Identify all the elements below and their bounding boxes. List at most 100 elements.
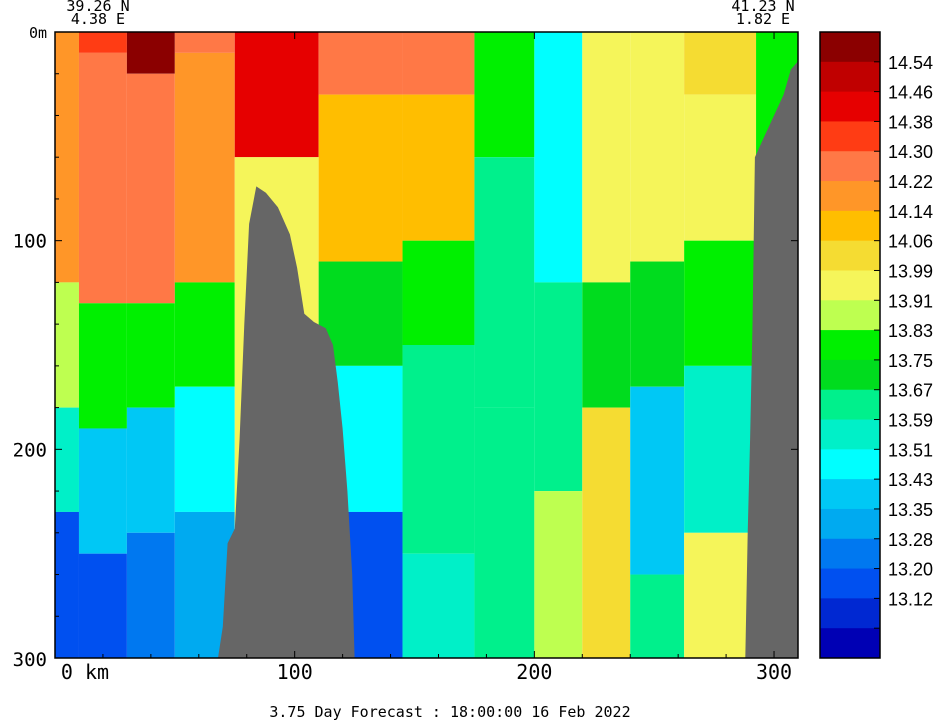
- field-band: [684, 240, 757, 366]
- colorbar-swatch: [820, 628, 880, 659]
- field-band: [174, 32, 235, 53]
- colorbar-label: 13.59: [888, 411, 933, 431]
- colorbar-label: 13.35: [888, 500, 933, 520]
- colorbar-label: 13.91: [888, 291, 933, 311]
- temperature-field: [55, 32, 798, 658]
- colorbar-label: 14.30: [888, 142, 933, 162]
- colorbar-label: 14.14: [888, 202, 933, 222]
- colorbar-label: 14.06: [888, 232, 933, 252]
- colorbar-label: 14.22: [888, 172, 933, 192]
- field-band: [402, 32, 475, 95]
- forecast-footer: 3.75 Day Forecast : 18:00:00 16 Feb 2022: [269, 703, 630, 721]
- x-tick-label: 200: [516, 660, 552, 684]
- field-band: [630, 574, 685, 658]
- colorbar-label: 13.75: [888, 351, 933, 371]
- colorbar-label: 14.54: [888, 53, 933, 73]
- colorbar-swatch: [820, 32, 880, 63]
- colorbar-swatch: [820, 91, 880, 122]
- plot-frame: [54, 31, 799, 659]
- field-band: [78, 303, 127, 429]
- x-tick-label: 300: [756, 660, 792, 684]
- field-band: [126, 407, 175, 533]
- colorbar-swatch: [820, 330, 880, 361]
- field-band: [174, 52, 235, 283]
- field-band: [402, 553, 475, 658]
- field-band: [126, 303, 175, 408]
- colorbar-swatch: [820, 479, 880, 510]
- colorbar-label: 13.99: [888, 261, 933, 281]
- field-band: [55, 32, 79, 283]
- colorbar-swatch: [820, 300, 880, 331]
- colorbar-label: 13.83: [888, 321, 933, 341]
- field-band: [78, 553, 127, 658]
- colorbar-label: 13.28: [888, 530, 933, 550]
- field-band: [582, 282, 631, 408]
- colorbar-label: 13.43: [888, 470, 933, 490]
- field-band: [55, 511, 79, 658]
- colorbar: 14.54 14.46 14.38 14.30 14.22 14.14 14.06 13.99…: [819, 31, 933, 659]
- field-band: [474, 407, 535, 658]
- field-band: [534, 491, 583, 658]
- end-longitude-label: 1.82 E: [736, 10, 790, 28]
- field-band: [234, 32, 319, 158]
- colorbar-label: 13.12: [888, 589, 933, 609]
- colorbar-swatch: [820, 181, 880, 212]
- y-tick-label: 100: [13, 231, 47, 253]
- start-latitude-label: 39.26 N: [66, 0, 129, 15]
- colorbar-swatch: [820, 359, 880, 391]
- field-band: [684, 94, 757, 241]
- field-band: [684, 365, 757, 533]
- field-band: [126, 532, 175, 658]
- colorbar-swatch: [820, 568, 880, 599]
- y-tick-label: 300: [13, 649, 47, 671]
- field-band: [582, 32, 631, 283]
- colorbar-swatch: [820, 538, 880, 570]
- colorbar-swatch: [820, 598, 880, 629]
- field-band: [474, 32, 535, 158]
- seamount-shape: [218, 186, 355, 658]
- field-band: [318, 94, 403, 262]
- field-band: [174, 386, 235, 512]
- colorbar-swatch: [820, 151, 880, 182]
- colorbar-frame: [819, 31, 881, 659]
- field-band: [126, 32, 175, 74]
- colorbar-swatch: [820, 449, 880, 480]
- field-band: [534, 32, 583, 283]
- field-band: [55, 407, 79, 512]
- seafloor-topography: [218, 61, 798, 658]
- field-band: [55, 282, 79, 408]
- colorbar-swatch: [820, 61, 880, 93]
- colorbar-label: 14.38: [888, 112, 933, 132]
- colorbar-swatch: [820, 240, 880, 271]
- field-band: [318, 32, 403, 95]
- field-band: [630, 386, 685, 575]
- colorbar-swatch: [820, 508, 880, 540]
- end-latitude-label: 41.23 N: [731, 0, 794, 15]
- colorbar-label: 14.46: [888, 83, 933, 103]
- colorbar-swatch: [820, 121, 880, 152]
- colorbar-swatch: [820, 270, 880, 301]
- field-band: [402, 240, 475, 345]
- colorbar-swatch: [820, 210, 880, 242]
- field-band: [402, 345, 475, 554]
- colorbar-label: 13.67: [888, 381, 933, 401]
- y-tick-label: 0m: [29, 24, 47, 42]
- colorbar-swatch: [820, 419, 880, 450]
- field-band: [684, 32, 757, 95]
- axis-ticks: 0 km 100 200 300 0m 100 200 300: [13, 24, 798, 684]
- colorbar-label: 13.20: [888, 560, 933, 580]
- x-tick-label: 0 km: [61, 660, 109, 684]
- field-band: [174, 282, 235, 387]
- start-longitude-label: 4.38 E: [71, 10, 125, 28]
- coastal-slope-shape: [745, 61, 798, 658]
- field-band: [402, 94, 475, 241]
- field-band: [78, 52, 127, 304]
- field-band: [630, 261, 685, 387]
- field-band: [126, 73, 175, 304]
- x-tick-label: 100: [277, 660, 313, 684]
- colorbar-label: 13.51: [888, 440, 933, 460]
- y-tick-label: 200: [13, 439, 47, 461]
- field-band: [78, 428, 127, 554]
- field-band: [684, 532, 757, 658]
